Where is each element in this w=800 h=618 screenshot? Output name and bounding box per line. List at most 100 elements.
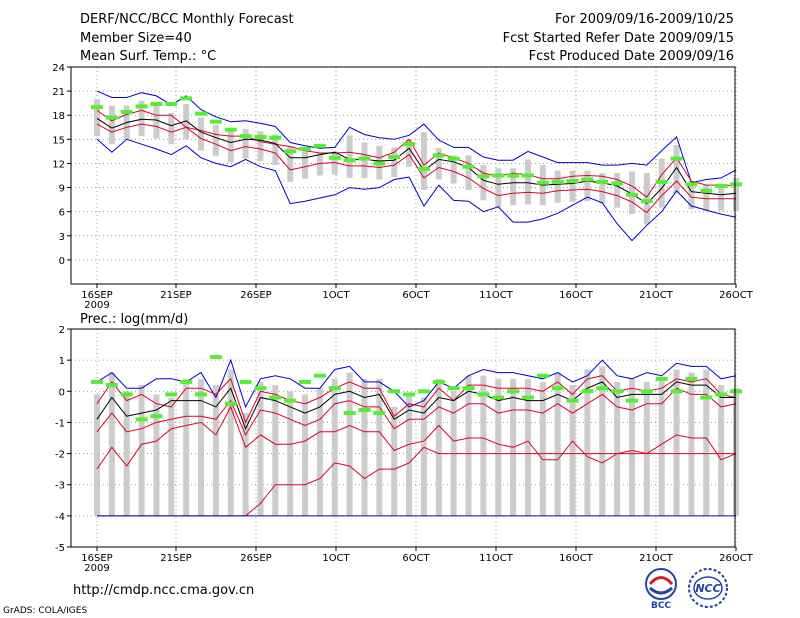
forecast-marker (730, 389, 742, 394)
spread-bar (539, 381, 546, 516)
forecast-marker (313, 143, 326, 148)
spread-bar (376, 378, 383, 516)
precip-panel-title: Prec.: log(mm/d) (80, 312, 188, 327)
forecast-marker (655, 376, 668, 381)
x-tick-label: 21SEP (160, 553, 191, 564)
spread-bar (658, 378, 665, 516)
spread-bar (435, 148, 442, 180)
spread-bar (584, 369, 591, 516)
spread-bar (703, 185, 710, 211)
spread-bar (227, 369, 234, 516)
forecast-marker (91, 379, 103, 384)
y-tick-label: -3 (55, 481, 65, 492)
spread-bar (480, 165, 487, 201)
forecast-marker (269, 395, 282, 400)
spread-bar (346, 135, 353, 178)
forecast-marker (417, 167, 430, 172)
forecast-marker (224, 127, 237, 132)
forecast-marker (254, 386, 267, 391)
forecast-marker (507, 389, 520, 394)
forecast-marker (536, 373, 549, 378)
spread-bar (108, 372, 115, 516)
spread-bar (391, 147, 398, 178)
spread-bar (272, 385, 279, 516)
spread-bar (420, 132, 427, 190)
spread-bar (153, 394, 160, 516)
forecast-marker (388, 155, 401, 160)
forecast-marker (611, 181, 624, 186)
forecast-marker (343, 158, 356, 163)
y-tick-label: 3 (59, 232, 65, 243)
forecast-marker (685, 182, 698, 187)
spread-bar (94, 394, 100, 516)
spread-bar (108, 105, 115, 145)
series-line-spread_low (97, 446, 736, 517)
forecast-marker (432, 153, 445, 158)
footer-url[interactable]: http://cmdp.ncc.cma.gov.cn (73, 583, 255, 598)
spread-bar (123, 391, 130, 516)
spread-bar (94, 99, 100, 137)
x-tick-label: 26SEP (240, 290, 271, 301)
x-tick-label: 16OCT (559, 290, 594, 301)
forecast-marker (447, 156, 460, 161)
forecast-marker (462, 164, 475, 169)
x-tick-label: 16OCT (559, 553, 594, 564)
spread-bar (168, 112, 175, 145)
x-tick-label: 11OCT (479, 553, 514, 564)
x-tick-label: 26SEP (240, 553, 271, 564)
forecast-marker (417, 389, 430, 394)
bcc-logo-text: BCC (651, 601, 671, 610)
forecast-marker (432, 379, 445, 384)
y-tick-label: 12 (52, 159, 65, 170)
x-tick-label: 6OCT (402, 290, 430, 301)
spread-bar (406, 394, 413, 516)
x-tick-label: 21OCT (639, 553, 674, 564)
spread-bar (346, 372, 353, 516)
y-tick-label: 2 (59, 325, 65, 336)
y-tick-label: 0 (59, 256, 65, 267)
forecast-marker (135, 417, 148, 422)
spread-bar (495, 168, 502, 208)
spread-bar (450, 155, 457, 184)
spread-bar (242, 128, 249, 159)
forecast-marker (284, 149, 297, 154)
spread-bar (718, 385, 725, 516)
series-line-mean (96, 117, 737, 205)
forecast-marker (388, 389, 401, 394)
forecast-marker (730, 182, 742, 187)
spread-bar (420, 397, 427, 516)
forecast-marker (477, 392, 490, 397)
ncc-logo: NCC (684, 566, 732, 610)
spread-bar (599, 366, 606, 516)
forecast-marker (521, 173, 534, 178)
forecast-marker (566, 398, 579, 403)
forecast-marker (135, 104, 148, 109)
forecast-marker (150, 414, 163, 419)
x-tick-label: 6OCT (402, 553, 430, 564)
temperature-panel: 0 3 6 9 12 15 18 21 24 16SEP 21SEP 26SEP 1OCT 6OCT 11O… (52, 63, 753, 311)
spread-bar (242, 413, 249, 516)
forecast-marker (269, 135, 282, 140)
series-line-max (96, 358, 737, 409)
forecast-marker (165, 101, 178, 106)
spread-bar (212, 124, 219, 157)
forecast-started-date: Fcst Started Refer Date 2009/09/15 (502, 31, 734, 46)
forecast-produced-date: Fcst Produced Date 2009/09/16 (528, 49, 734, 64)
spread-bar (465, 375, 472, 516)
forecast-marker (373, 411, 386, 416)
series-line-mean (96, 381, 736, 430)
forecast-marker (403, 142, 416, 147)
chart-title: DERF/NCC/BCC Monthly Forecast (80, 12, 294, 27)
forecast-marker (655, 179, 668, 184)
forecast-marker (299, 146, 312, 151)
spread-bar (212, 385, 219, 516)
forecast-marker (640, 199, 653, 204)
forecast-marker (373, 161, 386, 166)
spread-bar (227, 129, 234, 163)
spread-bar (599, 173, 606, 204)
spread-bar (688, 372, 695, 516)
series-line-max (96, 90, 737, 184)
spread-bar (569, 170, 576, 203)
forecast-period: For 2009/09/16-2009/10/25 (555, 12, 734, 27)
x-tick-label: 1OCT (322, 553, 350, 564)
